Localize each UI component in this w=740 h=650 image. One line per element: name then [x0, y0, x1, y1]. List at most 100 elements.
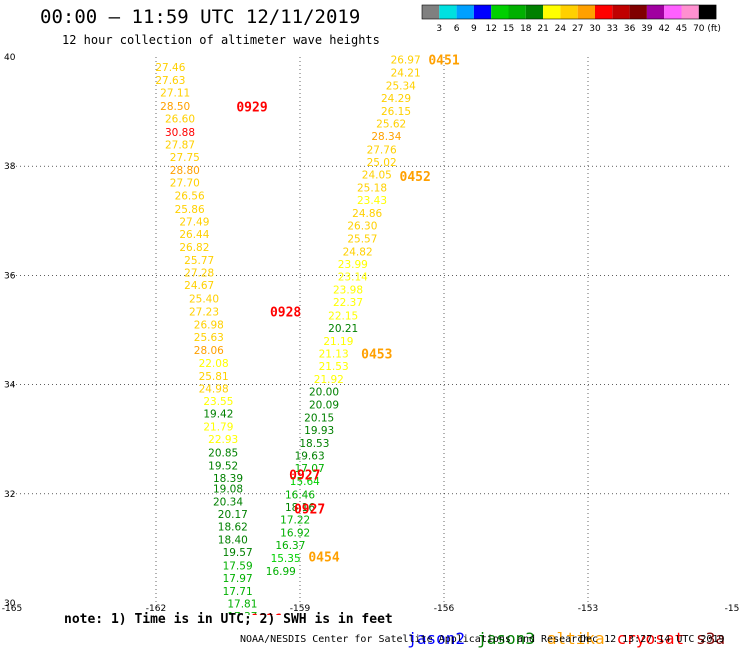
swh-value-label: 24.86 [352, 208, 382, 220]
swh-value-label: 30.88 [165, 127, 195, 139]
legend-swatch [629, 5, 647, 19]
chart-title: 00:00 – 11:59 UTC 12/11/2019 [40, 6, 361, 28]
legend-tick: 30 [589, 24, 601, 34]
y-tick-label: 36 [4, 271, 16, 281]
swh-value-label: 21.13 [319, 348, 349, 360]
legend-tick: 24 [555, 24, 567, 34]
swh-value-label: 19.57 [223, 547, 253, 559]
swh-value-label: 27.87 [165, 139, 195, 151]
swh-value-label: 24.29 [381, 93, 411, 105]
swh-value-label: 28.06 [194, 345, 224, 357]
legend-tick: 21 [537, 24, 548, 34]
satellite-s3a: s3a [696, 629, 725, 648]
swh-value-label: 23.14 [338, 271, 368, 283]
swh-value-label: 27.23 [189, 306, 219, 318]
swh-value-label: 21.19 [323, 336, 353, 348]
swh-value-label: 26.56 [175, 191, 205, 203]
swh-value-label: 26.44 [179, 229, 209, 241]
pass-time-label: 0927 [294, 503, 325, 518]
swh-value-label: 27.28 [184, 268, 214, 280]
swh-value-label: 25.02 [367, 157, 397, 169]
pass-time-label: 0929 [236, 101, 267, 116]
legend-swatch [612, 5, 630, 19]
color-legend: 3 6 9 12 15 18 21 24 27 30 33 36 39 42 45 70 (ft) [421, 4, 721, 34]
legend-swatch [456, 5, 474, 19]
legend-tick: 3 [436, 24, 442, 34]
swh-value-label: 18.62 [218, 522, 248, 534]
swh-value-label: 22.08 [199, 358, 229, 370]
swh-value-label: 22.15 [328, 310, 358, 322]
legend-tick: 12 [485, 24, 496, 34]
swh-value-label: 15.35 [271, 553, 301, 565]
x-tick-label: -153 [578, 604, 598, 614]
x-tick-label: -165 [2, 604, 22, 614]
swh-value-label: 27.76 [367, 144, 397, 156]
legend-swatch [681, 5, 699, 19]
swh-value-label: 23.99 [338, 259, 368, 271]
legend-tick: 39 [641, 24, 653, 34]
satellite-cryosat: cryosat [616, 629, 685, 648]
satellite-altika: altika [546, 629, 605, 648]
pass-time-label: 0926 [251, 612, 282, 615]
swh-value-label: 16.46 [285, 489, 315, 501]
y-tick-label: 32 [4, 490, 15, 500]
satellite-jason3: jason3 [477, 629, 535, 648]
swh-value-label: 25.18 [357, 182, 387, 194]
swh-value-label: 16.37 [275, 540, 305, 552]
swh-value-label: 17.07 [295, 463, 325, 475]
legend-swatch [698, 5, 717, 19]
footnote: note: 1) Time is in UTC; 2) SWH is in fe… [64, 612, 393, 627]
credit-line: NOAA/NESDIS Center for Satellite Applica… [240, 634, 590, 645]
swh-value-label: 25.77 [184, 255, 214, 267]
swh-value-label: 17.97 [223, 573, 253, 585]
chart-subtitle: 12 hour collection of altimeter wave hei… [62, 33, 380, 47]
legend-tick: 15 [503, 24, 514, 34]
x-tick-label: -159 [290, 604, 311, 614]
pass-time-label: 0451 [428, 54, 459, 69]
swh-value-label: 17.81 [227, 599, 257, 611]
swh-value-label: 21.79 [203, 422, 233, 434]
legend-tick: 45 [676, 24, 687, 34]
swh-value-label: 15.64 [290, 476, 320, 488]
swh-value-label: 23.43 [357, 195, 387, 207]
pass-time-label: 0452 [400, 170, 431, 185]
legend-tick: 27 [572, 24, 583, 34]
y-tick-label: 34 [4, 381, 16, 391]
swh-value-label: 25.40 [189, 293, 219, 305]
satellite-legend: jason2 jason3 altika cryosat s3a [388, 610, 737, 648]
swh-value-label: 19.93 [304, 425, 334, 437]
swh-value-label: 20.34 [213, 496, 243, 508]
swh-value-label: 21.53 [319, 361, 349, 373]
pass-time-label: 0453 [361, 347, 392, 362]
pass-time-label: 0454 [308, 551, 339, 566]
swh-value-label: 20.21 [328, 323, 358, 335]
swh-value-label: 25.57 [347, 233, 377, 245]
y-tick-label: 38 [4, 162, 16, 172]
swh-value-label: 27.11 [160, 87, 190, 99]
swh-value-label: 27.46 [155, 62, 185, 74]
legend-swatch [577, 5, 595, 19]
swh-value-label: 16.99 [266, 566, 296, 578]
swh-value-label: 25.81 [199, 371, 229, 383]
swh-value-label: 26.15 [381, 106, 411, 118]
swh-value-label: 17.22 [280, 514, 310, 526]
swh-value-label: 27.75 [170, 152, 200, 164]
x-tick-label: -156 [434, 604, 455, 614]
pass-time-label: 0927 [289, 469, 320, 484]
swh-value-label: 20.17 [218, 509, 248, 521]
y-tick-label: 40 [4, 53, 16, 63]
pass-time-label: 0928 [270, 305, 301, 320]
swh-value-label: 27.49 [179, 216, 209, 228]
swh-value-label: 26.97 [391, 55, 421, 67]
swh-value-label: 25.62 [376, 119, 406, 131]
swh-value-label: 23.98 [333, 285, 363, 297]
legend-swatch [508, 5, 526, 19]
legend-swatch [473, 5, 492, 19]
swh-value-label: 20.85 [208, 447, 238, 459]
swh-value-label: 26.98 [194, 320, 224, 332]
legend-swatch [543, 5, 561, 19]
swh-value-label: 18.39 [213, 473, 243, 485]
swh-value-label: 16.92 [280, 528, 310, 540]
swh-value-label: 24.67 [184, 280, 214, 292]
swh-value-label: 25.34 [386, 80, 416, 92]
